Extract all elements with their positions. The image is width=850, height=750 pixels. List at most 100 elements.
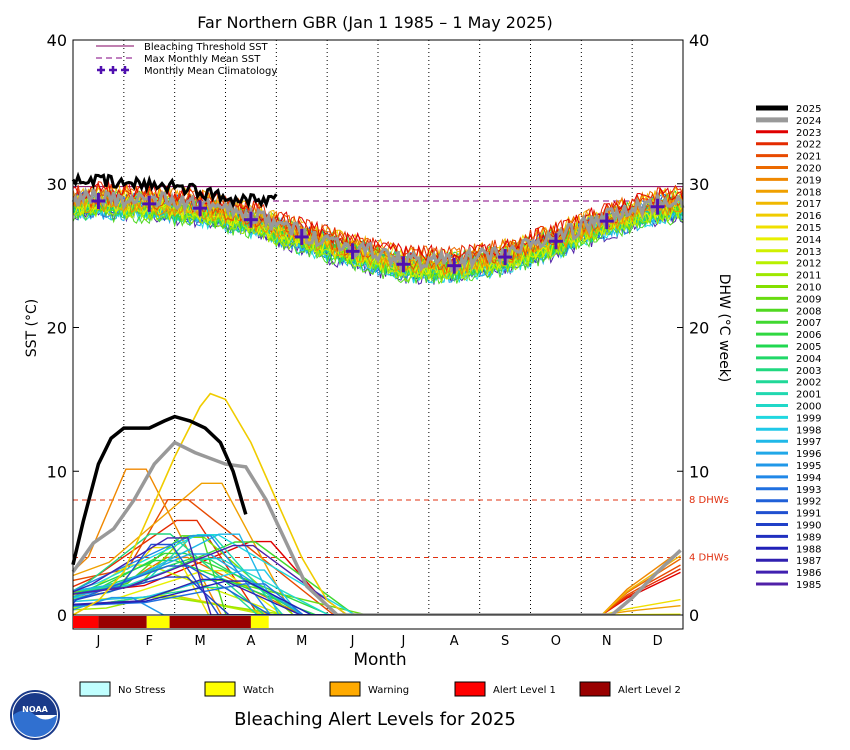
year-legend-label: 1999 <box>796 413 821 424</box>
year-legend-label: 2005 <box>796 342 821 353</box>
dhw-line-2016 <box>72 392 348 616</box>
y-axis-label-right: DHW (°C week) <box>716 274 732 383</box>
legend-label: Max Monthly Mean SST <box>144 54 261 65</box>
sst-line-2025 <box>71 171 278 209</box>
climatology-point <box>294 228 309 245</box>
dhw-line-2019 <box>72 468 607 616</box>
year-legend-label: 2017 <box>796 199 821 210</box>
year-legend-label: 2018 <box>796 187 821 198</box>
month-label: A <box>246 634 255 649</box>
svg-text:NOAA: NOAA <box>22 705 48 714</box>
year-legend-label: 2023 <box>796 128 821 139</box>
alert-legend-swatch <box>204 681 236 697</box>
month-label: N <box>602 634 612 649</box>
month-label: M <box>194 634 205 649</box>
legend-label: Bleaching Threshold SST <box>144 42 269 53</box>
climatology-point <box>396 256 411 273</box>
year-legend-label: 2025 <box>796 104 821 115</box>
month-label: O <box>551 634 561 649</box>
climatology-point <box>599 213 614 230</box>
alert-segment <box>250 616 269 628</box>
sst-line-2008 <box>72 203 684 285</box>
alert-bar <box>72 614 684 630</box>
alert-legend-swatch <box>329 681 361 697</box>
dhw-line-2013 <box>72 564 607 616</box>
year-legend-label: 2010 <box>796 283 821 294</box>
ytick-label-right: 40 <box>689 31 709 50</box>
year-legend-label: 1989 <box>796 532 821 543</box>
year-legend-label: 2006 <box>796 330 821 341</box>
alert-legend-label: Alert Level 1 <box>493 685 556 696</box>
year-legend-label: 1992 <box>796 497 821 508</box>
ytick-label-right: 0 <box>689 606 699 625</box>
year-legend-label: 2016 <box>796 211 821 222</box>
year-legend-label: 1985 <box>796 580 821 591</box>
ytick-label-left: 20 <box>47 319 67 338</box>
dhw-line-2025 <box>71 414 248 566</box>
year-legend-label: 2013 <box>796 247 821 258</box>
climatology-point <box>243 211 258 228</box>
year-legend-label: 2019 <box>796 175 821 186</box>
climatology-point <box>345 243 360 260</box>
alert-segment <box>146 616 170 628</box>
year-legend-label: 1997 <box>796 437 821 448</box>
year-legend-label: 2008 <box>796 306 821 317</box>
alert-legend-swatch <box>454 681 486 697</box>
sst-line-2024 <box>71 186 685 274</box>
year-legend-label: 2003 <box>796 366 821 377</box>
ytick-label-right: 20 <box>689 319 709 338</box>
climatology-point <box>548 233 563 250</box>
month-label: M <box>296 634 307 649</box>
ytick-label-right: 30 <box>689 175 709 194</box>
climatology-point <box>193 200 208 217</box>
year-legend-label: 2022 <box>796 140 821 151</box>
year-legend-label: 1998 <box>796 425 821 436</box>
year-legend-label: 2004 <box>796 354 821 365</box>
year-legend-label: 2001 <box>796 390 821 401</box>
year-legend-label: 1987 <box>796 556 821 567</box>
month-label: J <box>400 634 405 649</box>
year-legend-label: 2011 <box>796 271 821 282</box>
ytick-label-right: 10 <box>689 462 709 481</box>
year-legend-label: 2014 <box>796 235 821 246</box>
highlight-lines <box>71 171 682 617</box>
year-legend-label: 2009 <box>796 294 821 305</box>
year-legend-label: 1994 <box>796 473 821 484</box>
ytick-label-left: 10 <box>47 462 67 481</box>
dhw-line-2015-end <box>601 598 681 616</box>
year-legend-label: 2020 <box>796 164 821 175</box>
alert-segment <box>73 616 99 628</box>
ytick-label-left: 0 <box>57 606 67 625</box>
alert-legend-label: No Stress <box>118 685 166 696</box>
climatology-point <box>447 257 462 274</box>
year-legend-label: 1991 <box>796 509 821 520</box>
text-labels: 8 DHWs 4 DHWs 0 0 10 10 20 20 30 30 40 40 J F M A M J J A S O… <box>10 13 732 740</box>
legend-label: Monthly Mean Climatology <box>144 66 277 77</box>
climatology-point <box>498 249 513 266</box>
month-label: J <box>350 634 355 649</box>
year-legend-label: 2012 <box>796 259 821 270</box>
year-legend-label: 1995 <box>796 461 821 472</box>
year-legend-label: 1993 <box>796 485 821 496</box>
year-legend-label: 2002 <box>796 378 821 389</box>
alert-legend-swatch <box>579 681 611 697</box>
noaa-logo: NOAA <box>10 690 60 740</box>
climatology-point <box>650 198 665 215</box>
climatology-point <box>91 193 106 209</box>
chart-title: Far Northern GBR (Jan 1 1985 – 1 May 202… <box>197 13 552 32</box>
alert-legend-label: Alert Level 2 <box>618 685 681 696</box>
year-legend-label: 2021 <box>796 152 821 163</box>
month-label: F <box>146 634 153 649</box>
alert-segment <box>169 616 251 628</box>
alert-legend-swatch <box>79 681 111 697</box>
year-legend-label: 2000 <box>796 402 821 413</box>
month-label: S <box>501 634 509 649</box>
year-legend-label: 1996 <box>796 449 821 460</box>
year-legend-label: 2007 <box>796 318 821 329</box>
alert-legend-label: Watch <box>243 685 274 696</box>
climatology-point <box>142 195 157 212</box>
year-legend-label: 1990 <box>796 521 821 532</box>
year-legend-label: 2015 <box>796 223 821 234</box>
dhw-line-2024 <box>71 440 682 617</box>
